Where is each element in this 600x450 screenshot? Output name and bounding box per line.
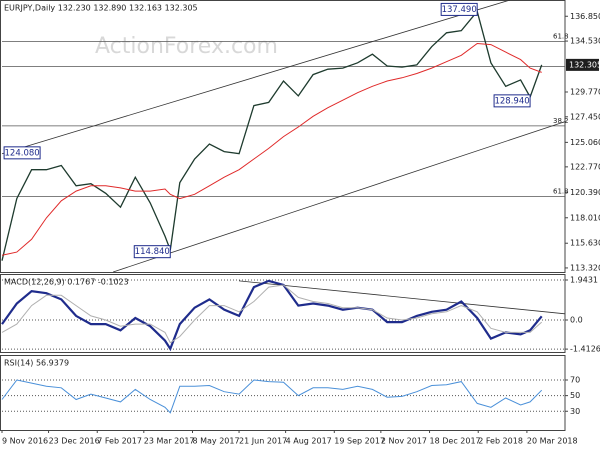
last-price-label: 132.305 bbox=[569, 60, 600, 69]
x-tick-label: 23 Dec 2016 bbox=[49, 437, 100, 446]
y-tick-label: 50 bbox=[570, 391, 580, 400]
series-line bbox=[1, 42, 542, 256]
y-tick-label: 129.770 bbox=[570, 87, 600, 96]
watermark: ActionForex.com bbox=[95, 34, 278, 59]
x-tick-label: 23 Mar 2017 bbox=[144, 437, 195, 446]
annotation-box bbox=[440, 2, 478, 16]
x-tick-label: 20 Mar 2018 bbox=[527, 437, 578, 446]
y-tick-label: 127.450 bbox=[570, 112, 600, 121]
fib-label: 38.2 bbox=[553, 117, 569, 125]
trendline bbox=[1, 0, 511, 155]
panel-title: RSI(14) 56.9379 bbox=[4, 359, 69, 368]
x-tick-label: 2 Feb 2018 bbox=[478, 437, 523, 446]
annotation-label: 124.080 bbox=[5, 148, 40, 158]
y-tick-label: 70 bbox=[570, 376, 580, 385]
series-line bbox=[1, 10, 543, 261]
x-tick-label: 7 Feb 2017 bbox=[97, 437, 142, 446]
x-tick-label: 19 Sep 2017 bbox=[334, 437, 385, 446]
y-tick-label: 0.0 bbox=[570, 316, 583, 325]
annotation-label: 128.940 bbox=[494, 96, 529, 106]
trendline bbox=[112, 121, 566, 273]
series-line bbox=[1, 379, 543, 414]
x-tick-label: 21 Jun 2017 bbox=[239, 437, 287, 446]
y-tick-label: -1.4126 bbox=[570, 345, 600, 354]
x-tick-label: 18 Dec 2017 bbox=[430, 437, 481, 446]
y-tick-label: 30 bbox=[570, 407, 580, 416]
y-tick-label: 134.530 bbox=[570, 37, 600, 46]
x-tick-label: 9 Nov 2016 bbox=[2, 437, 48, 446]
series-line bbox=[1, 284, 543, 344]
panel-frame bbox=[0, 0, 566, 273]
fib-label: 61.8 bbox=[553, 32, 569, 40]
trendline bbox=[239, 280, 566, 315]
y-tick-label: 122.770 bbox=[570, 162, 600, 171]
fib-label: 61.8 bbox=[553, 187, 569, 195]
x-tick-label: 4 Aug 2017 bbox=[286, 437, 332, 446]
y-tick-label: 136.850 bbox=[570, 12, 600, 21]
y-tick-label: 125.060 bbox=[570, 138, 600, 147]
annotation-label: 114.840 bbox=[135, 247, 170, 257]
y-tick-label: 115.630 bbox=[570, 239, 600, 248]
x-tick-label: 2 Nov 2017 bbox=[381, 437, 427, 446]
panel-title: EURJPY,Daily 132.230 132.890 132.163 132… bbox=[4, 4, 198, 13]
y-tick-label: 1.9431 bbox=[570, 275, 598, 284]
x-tick-label: 8 May 2017 bbox=[192, 437, 239, 446]
y-tick-label: 120.390 bbox=[570, 188, 600, 197]
y-tick-label: 113.320 bbox=[570, 263, 600, 272]
panel-frame bbox=[0, 355, 566, 431]
annotation-label: 137.490 bbox=[442, 5, 477, 15]
annotation-box bbox=[3, 146, 41, 160]
y-tick-label: 118.010 bbox=[570, 213, 600, 222]
panel-title: MACD(12,26,9) 0.1767 -0.1023 bbox=[4, 278, 129, 287]
series-line bbox=[1, 279, 543, 352]
last-price-box bbox=[566, 58, 599, 71]
annotation-box bbox=[133, 245, 171, 259]
annotation-box bbox=[493, 94, 531, 108]
